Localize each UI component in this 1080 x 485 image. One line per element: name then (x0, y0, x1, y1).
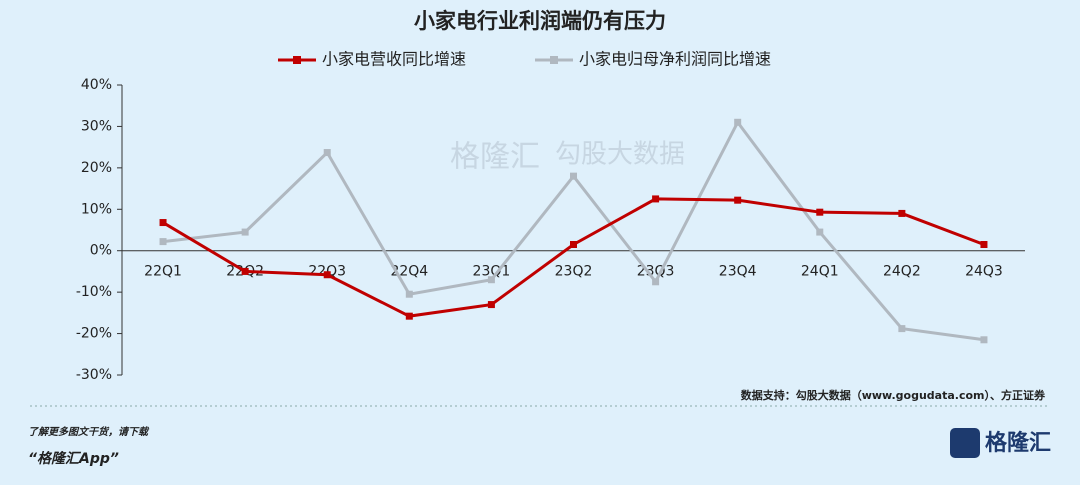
point-marker (980, 336, 988, 344)
point-marker (734, 196, 742, 204)
x-tick-label: 24Q3 (965, 264, 1003, 280)
x-tick-label: 22Q1 (144, 264, 182, 280)
point-marker (405, 290, 413, 298)
point-marker (487, 301, 495, 309)
x-tick-label: 24Q1 (801, 264, 839, 280)
y-tick-label: 10% (81, 201, 112, 217)
point-marker (241, 228, 249, 236)
point-marker (816, 208, 824, 216)
footer-text: 了解更多图文干货，请下载 (28, 426, 150, 438)
point-marker (816, 228, 824, 236)
x-tick-label: 24Q2 (883, 264, 921, 280)
y-tick-label: -10% (76, 284, 112, 300)
watermark: 格隆汇 (450, 140, 540, 175)
point-marker (323, 271, 331, 279)
y-tick-label: -30% (76, 367, 112, 383)
point-marker (159, 219, 167, 227)
legend-label: 小家电营收同比增速 (322, 50, 466, 69)
chart-title: 小家电行业利润端仍有压力 (414, 9, 666, 33)
point-marker (323, 149, 331, 157)
x-tick-label: 23Q4 (719, 264, 757, 280)
footer-app: “格隆汇App” (28, 450, 119, 467)
series-line (162, 197, 985, 318)
point-marker (405, 312, 413, 320)
point-marker (898, 209, 906, 217)
legend-label: 小家电归母净利润同比增速 (579, 50, 771, 69)
logo-icon (950, 428, 980, 458)
point-marker (241, 267, 249, 275)
point-marker (980, 241, 988, 248)
source: 数据支持：勾股大数据（www.gogudata.com）、方正证券 (741, 388, 1046, 402)
watermark: 勾股大数据 (555, 140, 685, 170)
y-tick-label: -20% (76, 326, 112, 342)
point-marker (898, 325, 906, 333)
point-marker (570, 241, 577, 248)
point-marker (570, 172, 577, 180)
y-tick-label: 40% (81, 77, 112, 93)
point-marker (652, 195, 660, 203)
x-tick-label: 23Q2 (555, 264, 593, 280)
point-marker (159, 238, 167, 246)
y-tick-label: 20% (81, 160, 112, 176)
point-marker (652, 278, 660, 286)
y-tick-label: 0% (90, 243, 112, 259)
legend-marker (293, 56, 301, 64)
point-marker (487, 276, 495, 284)
legend-marker (550, 56, 558, 64)
y-tick-label: 30% (81, 118, 112, 134)
logo: 格隆汇 (985, 430, 1051, 456)
point-marker (734, 118, 742, 126)
